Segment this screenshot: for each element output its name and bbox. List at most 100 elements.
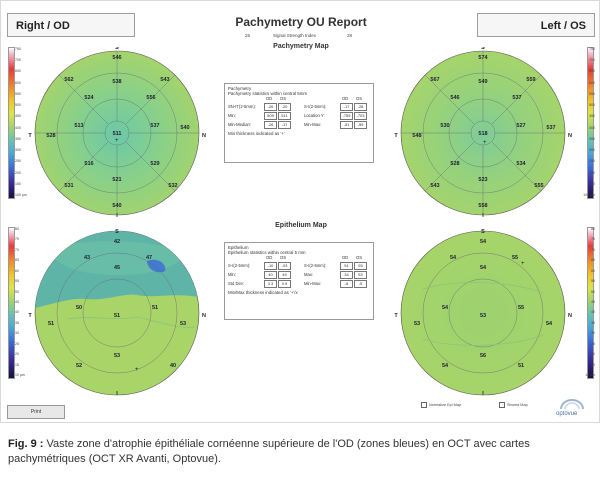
epi-col-od-right: OD	[342, 255, 349, 260]
colorbar-tick-label: 600	[15, 80, 21, 85]
colorbar-tick-label: 30	[15, 331, 19, 336]
pachy-os-r3: 537	[512, 95, 521, 101]
pachy-os-bottom: 558	[478, 203, 487, 209]
colorbar-tick-label: 400	[15, 125, 21, 130]
pachy-os-c1: 574	[478, 55, 488, 61]
pachy-os-o1: 548	[412, 133, 421, 139]
epi-od-min-marker: +	[135, 367, 139, 373]
epi-left-od-value: -10	[264, 262, 277, 270]
epi-od-center: 51	[114, 313, 120, 319]
colorbar-tick-label: 400	[589, 125, 595, 130]
colorbar-tick-label: 550	[15, 91, 21, 96]
pachy-os-r1: 549	[478, 79, 487, 85]
epi-os-f: 55	[518, 305, 524, 311]
colorbar-tick-label: 500	[15, 103, 21, 108]
epi-panel-header: Epithelium	[228, 245, 249, 250]
colorbar-tick-label: 500	[589, 103, 595, 108]
colorbar-tick-label: 100 µm	[583, 193, 595, 197]
epi-os-j: 54	[442, 363, 449, 369]
pachy-row: SN-IT(2-5mm): -26 -20 S-I(2-5mm): -17 -28	[228, 103, 370, 112]
pachy-od-m1: 513	[74, 123, 83, 129]
pachy-od-o1: 528	[46, 133, 55, 139]
pachy-od-r1: 538	[112, 79, 121, 85]
epi-od-I: I	[116, 391, 118, 397]
right-od-tab[interactable]: Right / OD	[7, 13, 135, 37]
epi-os-n: N	[568, 313, 572, 319]
epi-od-e: 50	[76, 305, 82, 311]
report-title: Pachymetry OU Report	[235, 15, 367, 29]
ssi-os: 28	[347, 33, 353, 38]
pachymetry-stats-panel: Pachymetry Pachymetry statistics within …	[224, 83, 374, 163]
epi-os-a: 54	[480, 239, 487, 245]
pachy-os-m3: 528	[450, 161, 459, 167]
epi-colorbar-od	[8, 227, 15, 379]
pachy-od-i: I	[116, 213, 118, 217]
epi-os-I: I	[482, 391, 484, 397]
epi-col-os-left: OS	[280, 255, 287, 260]
stroma-map-toggle[interactable]: Stroma Map	[499, 402, 528, 408]
epi-os-t: T	[394, 313, 398, 319]
pachy-panel-subtitle: Pachymetry statistics within central 5mm	[228, 91, 308, 96]
pachy-right-label: S-I(2-5mm):	[304, 104, 327, 109]
pachy-os-t: T	[394, 133, 398, 139]
colorbar-tick-label: 700	[589, 58, 595, 63]
pachy-col-os-left: OS	[280, 96, 287, 101]
pachy-colorbar-labels-od: 750 700 650 600 550 500 450 400 350 300 250 200 150 1…	[15, 47, 37, 197]
colorbar-tick-label: 250	[15, 159, 21, 164]
pachy-od-r2: 524	[84, 95, 94, 101]
left-os-tab[interactable]: Left / OS	[477, 13, 595, 37]
figure-label: Fig. 9 :	[8, 438, 44, 450]
pachy-left-os-value: 511	[278, 112, 291, 120]
pachy-os-r4: 523	[478, 177, 487, 183]
pachy-od-min-marker: +	[115, 138, 119, 144]
pachy-od-bottom: 540	[112, 203, 121, 209]
optovue-logo-icon	[560, 399, 584, 410]
figure-caption: Fig. 9 : Vaste zone d'atrophie épithélia…	[8, 437, 594, 467]
normalize-epi-map-toggle[interactable]: Normalize Epi Map	[421, 402, 461, 408]
pachy-os-s: S	[481, 47, 485, 51]
pachy-od-t: T	[28, 133, 32, 139]
pachy-col-od-left: OD	[266, 96, 273, 101]
pachy-left-label: Min:	[228, 113, 236, 118]
epi-right-od-value: 51	[340, 262, 353, 270]
stroma-checkbox[interactable]	[499, 402, 505, 408]
print-button[interactable]: Print	[7, 405, 65, 419]
colorbar-tick-label: 350	[15, 136, 21, 141]
pachy-os-min-marker: +	[483, 140, 487, 146]
epithelium-map-od: S 42 43 47 45 50 51 51 51 53 53 52 40 I …	[28, 229, 206, 397]
pachy-od-c1: 546	[112, 55, 121, 61]
epithelium-stats-panel: Epithelium Epithelium statistics within …	[224, 242, 374, 320]
pachy-od-o4: 532	[168, 183, 177, 189]
pachy-left-od-value: -26	[264, 121, 277, 129]
colorbar-tick-label: 65	[15, 258, 19, 263]
optovue-logo-text: optovue	[556, 411, 578, 417]
colorbar-tick-label: 75	[591, 237, 595, 242]
pachy-right-od-value: -755	[340, 112, 353, 120]
colorbar-tick-label: 25	[591, 341, 595, 346]
epi-right-od-value: 34	[340, 271, 353, 279]
pachy-os-center: 518	[478, 131, 487, 137]
epi-left-os-value: 0.9	[278, 280, 291, 288]
ssi-od: 25	[245, 33, 251, 38]
epi-right-os-value: -5	[354, 280, 367, 288]
colorbar-tick-label: 200	[15, 170, 21, 175]
pachy-left-label: SN-IT(2-5mm):	[228, 104, 256, 109]
colorbar-tick-label: 450	[589, 114, 595, 119]
pachy-row: Min-Median: -26 -17 Min-Max: -51 -59	[228, 121, 370, 130]
colorbar-tick-label: 300	[15, 148, 21, 153]
colorbar-tick-label: 55	[15, 279, 19, 284]
epi-od-k: 40	[170, 363, 176, 369]
colorbar-tick-label: 300	[589, 148, 595, 153]
epi-od-d: 45	[114, 265, 120, 271]
epi-os-max-marker: +	[521, 261, 525, 267]
epi-left-os-value: 49	[278, 271, 291, 279]
pachy-right-os-value: -59	[354, 121, 367, 129]
epi-os-d: 54	[480, 265, 487, 271]
pachy-od-r3: 556	[146, 95, 155, 101]
pachy-od-r4: 521	[112, 177, 121, 183]
pachy-os-n: N	[568, 133, 572, 139]
pachy-os-m2: 527	[516, 123, 525, 129]
normalize-checkbox[interactable]	[421, 402, 427, 408]
colorbar-tick-label: 750	[589, 47, 595, 51]
pachy-os-c2: 567	[430, 77, 439, 83]
